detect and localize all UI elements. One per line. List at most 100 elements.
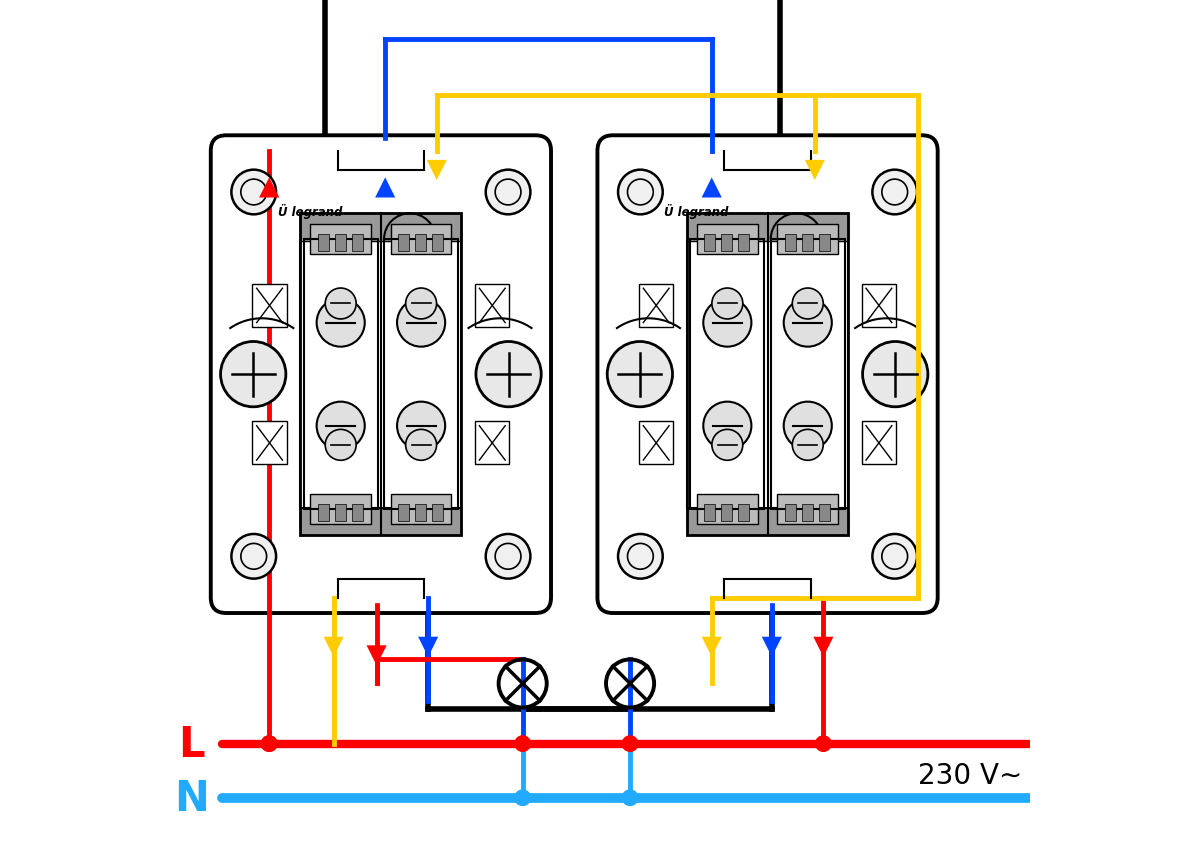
Bar (778, 495, 838, 524)
Circle shape (703, 402, 751, 450)
Bar (300, 214, 461, 536)
Circle shape (486, 170, 530, 215)
Bar (862, 285, 896, 327)
Circle shape (486, 535, 530, 579)
Circle shape (476, 342, 541, 407)
Circle shape (397, 299, 445, 347)
Circle shape (623, 790, 638, 806)
Bar (311, 495, 371, 524)
Text: L: L (179, 722, 205, 765)
Polygon shape (376, 178, 395, 198)
Bar (802, 505, 812, 521)
Bar (785, 235, 796, 251)
Polygon shape (418, 637, 438, 657)
Polygon shape (259, 178, 280, 198)
Circle shape (325, 288, 356, 319)
Circle shape (221, 342, 286, 407)
Bar (398, 505, 409, 521)
Circle shape (872, 535, 917, 579)
Bar (721, 505, 732, 521)
Bar (690, 239, 764, 510)
Bar (475, 285, 510, 327)
Bar (415, 235, 426, 251)
Circle shape (607, 342, 672, 407)
Bar (697, 225, 757, 255)
Bar (252, 285, 287, 327)
Circle shape (317, 299, 365, 347)
Bar (391, 225, 451, 255)
Bar (725, 142, 811, 170)
Bar (785, 505, 796, 521)
Circle shape (703, 299, 751, 347)
Polygon shape (762, 637, 782, 657)
FancyBboxPatch shape (598, 136, 937, 613)
FancyBboxPatch shape (211, 136, 551, 613)
Bar (304, 239, 378, 510)
Circle shape (406, 430, 437, 461)
Circle shape (712, 430, 743, 461)
Bar (335, 235, 346, 251)
Circle shape (623, 736, 638, 752)
Circle shape (406, 288, 437, 319)
Bar (300, 242, 461, 508)
Polygon shape (324, 637, 343, 657)
Bar (398, 235, 409, 251)
Bar (818, 235, 829, 251)
Bar (688, 214, 848, 242)
Bar (391, 495, 451, 524)
Bar (311, 225, 371, 255)
Bar (704, 235, 715, 251)
Circle shape (515, 790, 530, 806)
Bar (337, 142, 425, 170)
Circle shape (712, 288, 743, 319)
Bar (384, 239, 458, 510)
Bar (640, 285, 673, 327)
Circle shape (784, 299, 832, 347)
Polygon shape (702, 637, 721, 657)
Bar (688, 242, 848, 508)
Bar (721, 235, 732, 251)
Text: Ü legrand: Ü legrand (277, 204, 342, 219)
Bar (300, 508, 461, 536)
Circle shape (515, 736, 530, 752)
Bar (688, 508, 848, 536)
Bar (352, 505, 362, 521)
Polygon shape (427, 161, 446, 181)
Circle shape (792, 288, 823, 319)
Circle shape (784, 402, 832, 450)
Polygon shape (805, 161, 824, 181)
Bar (778, 225, 838, 255)
Circle shape (317, 402, 365, 450)
Bar (432, 505, 443, 521)
Bar (640, 422, 673, 465)
Polygon shape (814, 637, 834, 657)
Bar (318, 505, 329, 521)
Bar (818, 505, 829, 521)
Bar (300, 214, 461, 242)
Bar (704, 505, 715, 521)
Bar (335, 505, 346, 521)
Bar (352, 235, 362, 251)
Circle shape (262, 736, 277, 752)
Polygon shape (702, 178, 721, 198)
Circle shape (863, 342, 928, 407)
Bar (432, 235, 443, 251)
Bar (738, 235, 749, 251)
Circle shape (397, 402, 445, 450)
Circle shape (792, 430, 823, 461)
Circle shape (325, 430, 356, 461)
Bar (688, 214, 848, 536)
Bar (415, 505, 426, 521)
Circle shape (262, 736, 277, 752)
Bar (475, 422, 510, 465)
Circle shape (872, 170, 917, 215)
Bar (318, 235, 329, 251)
Circle shape (618, 170, 662, 215)
Circle shape (232, 535, 276, 579)
Bar (697, 495, 757, 524)
Bar (738, 505, 749, 521)
Bar (725, 573, 811, 602)
Circle shape (618, 535, 662, 579)
Bar (770, 239, 845, 510)
Bar (252, 422, 287, 465)
